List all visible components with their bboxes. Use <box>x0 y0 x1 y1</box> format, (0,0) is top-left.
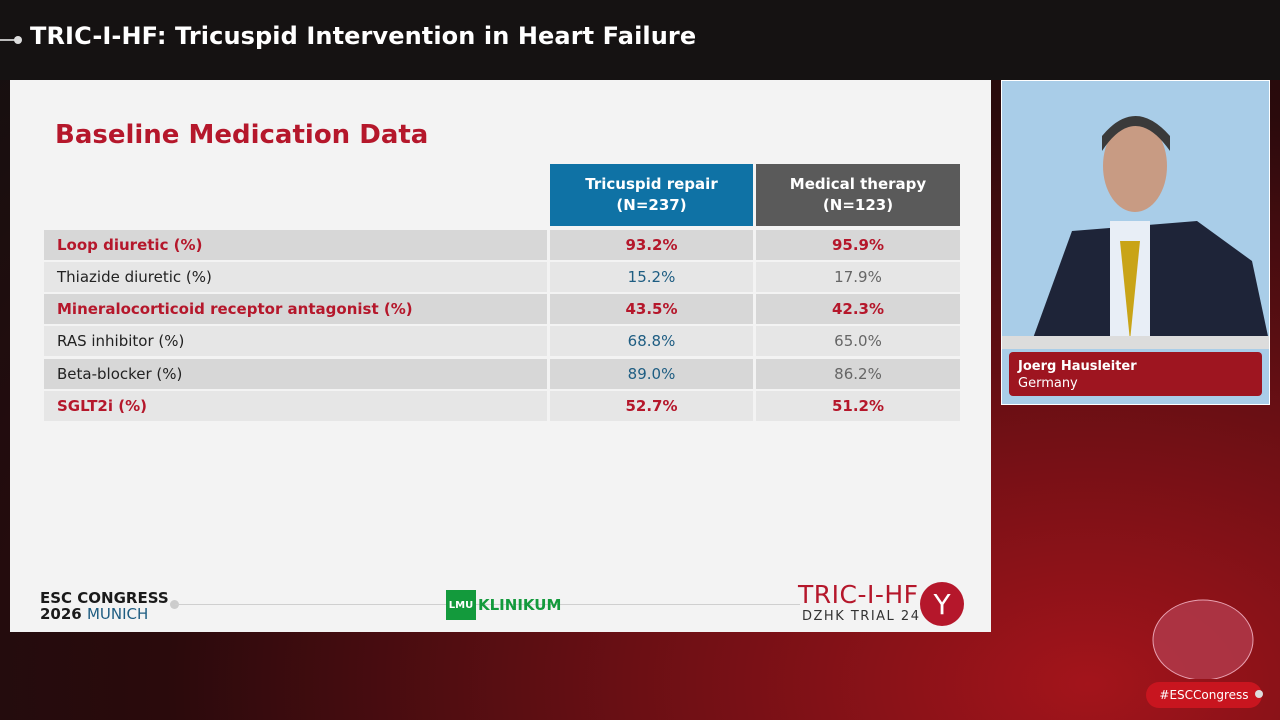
trial-name: TRIC-I-HF <box>798 580 919 609</box>
tric-i-hf-logo: TRIC-I-HF DZHK TRIAL 24 <box>798 580 920 624</box>
esc-logo-line1: ESC CONGRESS <box>40 589 169 607</box>
trial-subtitle: DZHK TRIAL 24 <box>802 609 921 624</box>
row-label: RAS inhibitor (%) <box>44 326 547 356</box>
speaker-silhouette <box>1002 81 1269 404</box>
tric-emblem-icon: Y <box>920 582 964 626</box>
medical-value: 51.2% <box>756 391 960 421</box>
speaker-country: Germany <box>1018 376 1078 391</box>
title-accent-dot <box>14 36 22 44</box>
medical-value: 95.9% <box>756 230 960 260</box>
column-header-label: Medical therapy <box>789 175 927 193</box>
title-accent-line <box>0 39 18 41</box>
broadcast-title: TRIC-I-HF: Tricuspid Intervention in Hea… <box>30 22 697 50</box>
top-bar: TRIC-I-HF: Tricuspid Intervention in Hea… <box>0 0 1280 80</box>
medical-value: 86.2% <box>756 359 960 389</box>
speaker-lower-third: Joerg Hausleiter Germany <box>1009 352 1262 396</box>
column-header-n: (N=237) <box>616 196 687 214</box>
repair-value: 15.2% <box>550 262 753 292</box>
speaker-video-panel: Joerg Hausleiter Germany <box>1001 80 1270 405</box>
table-row: Mineralocorticoid receptor antagonist (%… <box>44 294 960 324</box>
repair-value: 93.2% <box>550 230 753 260</box>
speaker-name: Joerg Hausleiter <box>1018 359 1137 374</box>
column-header-tricuspid-repair: Tricuspid repair (N=237) <box>550 164 753 226</box>
lmu-klinikum-logo: LMU KLINIKUM <box>446 590 561 620</box>
row-label: Mineralocorticoid receptor antagonist (%… <box>44 294 547 324</box>
medical-value: 65.0% <box>756 326 960 356</box>
column-header-n: (N=123) <box>822 196 894 214</box>
table-row: RAS inhibitor (%) 68.8% 65.0% <box>44 326 960 356</box>
repair-value: 43.5% <box>550 294 753 324</box>
footer-divider <box>175 604 800 605</box>
medical-value: 17.9% <box>756 262 960 292</box>
esc-congress-logo: ESC CONGRESS 2026 MUNICH <box>40 590 169 622</box>
esc-logo-line2: 2026 MUNICH <box>40 606 169 622</box>
esc-logo-year: 2026 <box>40 605 82 623</box>
repair-value: 52.7% <box>550 391 753 421</box>
lmu-text: KLINIKUM <box>478 596 562 614</box>
globe-decoration-icon <box>1152 599 1254 679</box>
table-row: Thiazide diuretic (%) 15.2% 17.9% <box>44 262 960 292</box>
medical-value: 42.3% <box>756 294 960 324</box>
table-row: SGLT2i (%) 52.7% 51.2% <box>44 391 960 421</box>
presentation-slide: Baseline Medication Data Tricuspid repai… <box>10 80 991 632</box>
hashtag-dot <box>1255 690 1263 698</box>
repair-value: 68.8% <box>550 326 753 356</box>
row-label: SGLT2i (%) <box>44 391 547 421</box>
repair-value: 89.0% <box>550 359 753 389</box>
column-header-medical-therapy: Medical therapy (N=123) <box>756 164 960 226</box>
table-row: Beta-blocker (%) 89.0% 86.2% <box>44 359 960 389</box>
footer-dot <box>170 600 179 609</box>
row-label: Loop diuretic (%) <box>44 230 547 260</box>
column-header-label: Tricuspid repair <box>585 175 718 193</box>
row-label: Thiazide diuretic (%) <box>44 262 547 292</box>
row-label: Beta-blocker (%) <box>44 359 547 389</box>
slide-title: Baseline Medication Data <box>55 120 429 150</box>
lmu-mark: LMU <box>446 590 476 620</box>
speaker-video <box>1002 81 1269 404</box>
table-row: Loop diuretic (%) 93.2% 95.9% <box>44 230 960 260</box>
hashtag-badge: #ESCCongress <box>1146 682 1262 708</box>
esc-logo-city: MUNICH <box>86 605 149 623</box>
